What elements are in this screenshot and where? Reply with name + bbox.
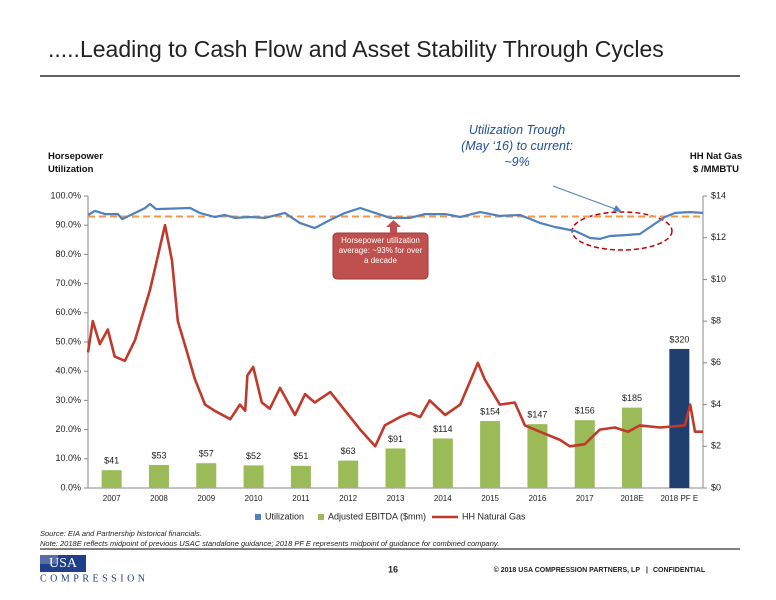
- bar-value-label: $147: [527, 410, 547, 420]
- y-tick-label: 70.0%: [55, 278, 81, 288]
- y2-tick-label: $14: [711, 190, 726, 200]
- y2-tick-label: $4: [711, 399, 721, 409]
- bar-value-label: $185: [622, 393, 642, 403]
- y2-tick-label: $12: [711, 232, 726, 242]
- bar: [338, 460, 359, 488]
- bar: [101, 470, 122, 488]
- x-tick-label: 2016: [529, 494, 547, 503]
- bar-value-label: $320: [669, 334, 689, 344]
- y-tick-label: 100.0%: [50, 190, 81, 200]
- bar: [290, 465, 311, 488]
- logo-top: USA: [49, 556, 78, 571]
- x-tick-label: 2009: [197, 494, 215, 503]
- trough-arrow: [552, 185, 619, 211]
- x-tick-label: 2018 PF E: [660, 494, 698, 503]
- x-tick-label: 2007: [103, 494, 121, 503]
- y-axis-title: Horsepower Utilization: [48, 151, 103, 175]
- y-tick-label: 90.0%: [55, 220, 81, 230]
- x-tick-label: 2015: [481, 494, 499, 503]
- callout-arrow: [386, 220, 401, 233]
- bar: [148, 464, 169, 488]
- bar: [527, 424, 548, 488]
- source-note: Source: EIA and Partnership historical f…: [40, 529, 202, 538]
- line: [87, 202, 704, 240]
- y-tick-label: 60.0%: [55, 307, 81, 317]
- callout-box: [332, 232, 429, 280]
- y2-axis-title: HH Nat Gas $ /MMBTU: [689, 151, 743, 175]
- x-tick-label: 2013: [387, 494, 405, 503]
- y2-tick-label: $10: [711, 274, 726, 284]
- bar-value-label: $154: [480, 406, 500, 416]
- y-tick-label: 80.0%: [55, 249, 81, 259]
- bar: [622, 407, 643, 488]
- footnote: Note: 2018E reflects midpoint of previou…: [40, 539, 500, 548]
- legend-swatch: [318, 514, 324, 520]
- y2-tick-label: $2: [711, 441, 721, 451]
- legend-label: HH Natural Gas: [462, 511, 526, 521]
- bar: [432, 438, 453, 488]
- separator: |: [646, 567, 648, 574]
- logo-bottom: COMPRESSION: [40, 573, 149, 584]
- y-tick-label: 40.0%: [55, 366, 81, 376]
- y-tick-label: 0.0%: [60, 482, 81, 492]
- logo-flag: [40, 555, 86, 572]
- x-tick-label: 2008: [150, 494, 168, 503]
- legend-swatch: [255, 514, 261, 520]
- bar-value-label: $52: [246, 451, 261, 461]
- confidential: CONFIDENTIAL: [653, 567, 706, 574]
- y2-tick-label: $6: [711, 357, 721, 367]
- y2-tick-label: $0: [711, 482, 721, 492]
- copyright: © 2018 USA COMPRESSION PARTNERS, LP: [494, 566, 641, 574]
- trough-text: Utilization Trough (May ‘16) to current:…: [461, 123, 573, 169]
- bar-value-label: $51: [293, 451, 308, 461]
- trough-arrowhead: [613, 205, 622, 212]
- x-tick-label: 2010: [245, 494, 263, 503]
- bar-value-label: $91: [388, 434, 403, 444]
- x-tick-label: 2011: [292, 494, 310, 503]
- bar: [669, 348, 690, 488]
- line: [86, 223, 703, 448]
- y-tick-label: 10.0%: [55, 453, 81, 463]
- x-tick-label: 2018E: [620, 494, 643, 503]
- chart-title: .....Leading to Cash Flow and Asset Stab…: [48, 36, 664, 62]
- bar: [574, 420, 595, 488]
- bar-value-label: $114: [433, 424, 452, 434]
- x-tick-label: 2017: [576, 494, 594, 503]
- y-tick-label: 30.0%: [55, 395, 81, 405]
- bar-value-label: $156: [575, 406, 595, 416]
- legend-label: Utilization: [265, 511, 304, 521]
- callout-text: Horsepower utilization average: ~93% for…: [338, 236, 423, 265]
- trough-ellipse: [571, 211, 673, 251]
- bar: [243, 465, 264, 488]
- x-tick-label: 2012: [339, 494, 357, 503]
- y-tick-label: 20.0%: [55, 424, 81, 434]
- bar-value-label: $41: [104, 456, 119, 466]
- bar-value-label: $63: [341, 446, 356, 456]
- bar: [196, 463, 217, 488]
- page-number: 16: [388, 564, 398, 574]
- y-tick-label: 50.0%: [55, 336, 81, 346]
- bar-value-label: $53: [151, 450, 166, 460]
- x-tick-label: 2014: [434, 494, 452, 503]
- legend-label: Adjusted EBITDA ($mm): [328, 511, 426, 521]
- bar: [480, 421, 501, 488]
- bar: [385, 448, 406, 488]
- bar-value-label: $57: [199, 449, 214, 459]
- logo-canton: [40, 555, 58, 564]
- y2-tick-label: $8: [711, 316, 721, 326]
